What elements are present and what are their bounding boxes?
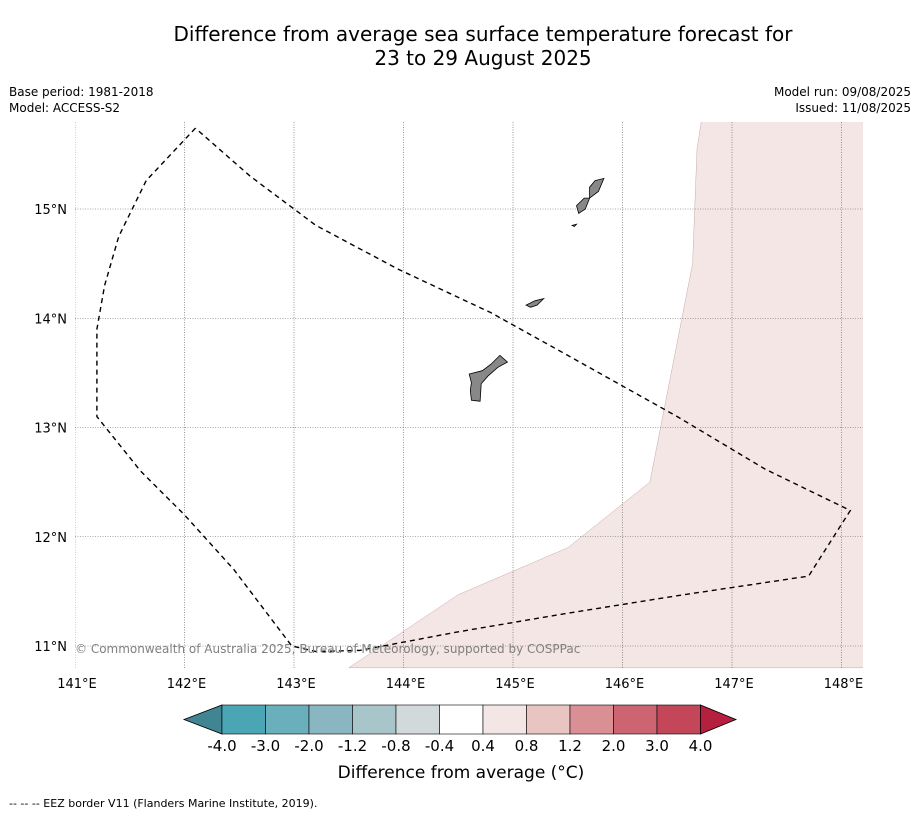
colorbar-tick-label: -1.2 <box>338 737 367 755</box>
copyright-notice: © Commonwealth of Australia 2025, Bureau… <box>75 642 580 656</box>
colorbar-segment <box>265 704 310 735</box>
lon-tick-label: 145°E <box>495 677 535 692</box>
colorbar-tick-label: 3.0 <box>645 737 669 755</box>
lon-tick-label: 143°E <box>276 677 316 692</box>
colorbar-segment <box>613 704 658 735</box>
colorbar-segment <box>569 704 614 735</box>
lon-tick-label: 142°E <box>167 677 207 692</box>
colorbar-segment <box>482 704 527 735</box>
colorbar-segment <box>221 704 266 735</box>
lat-tick-label: 13°N <box>34 422 67 437</box>
title-line-1: Difference from average sea surface temp… <box>173 22 793 46</box>
title-line-2: 23 to 29 August 2025 <box>374 46 592 70</box>
colorbar-tick-label: 4.0 <box>689 737 713 755</box>
colorbar <box>182 704 738 735</box>
colorbar-tick-label: -3.0 <box>251 737 280 755</box>
issued-date: Issued: 11/08/2025 <box>795 101 911 115</box>
island-tinian <box>576 197 591 215</box>
colorbar-segment <box>656 704 701 735</box>
lon-tick-label: 144°E <box>386 677 426 692</box>
lon-tick-label: 146°E <box>605 677 645 692</box>
colorbar-segment <box>439 704 484 735</box>
colorbar-tick-labels: -4.0 -3.0 -2.0 -1.2 -0.8 -0.4 0.4 0.8 1.2 2.0 3.0 4… <box>207 737 712 755</box>
colorbar-title: Difference from average (°C) <box>337 763 585 783</box>
colorbar-segment <box>526 704 571 735</box>
meta-left: Base period: 1981-2018 Model: ACCESS-S2 <box>9 84 154 116</box>
lat-tick-label: 11°N <box>34 640 67 655</box>
island-rota <box>525 297 546 308</box>
colorbar-segment <box>395 704 440 735</box>
colorbar-tick-label: 0.4 <box>471 737 495 755</box>
lat-tick-label: 12°N <box>34 531 67 546</box>
colorbar-tick-label: -4.0 <box>207 737 236 755</box>
anomaly-zone-0-4-to-0-8 <box>347 122 863 669</box>
model-run: Model run: 09/08/2025 <box>773 85 911 99</box>
lat-tick-label: 14°N <box>34 312 67 327</box>
lat-tick-label: 15°N <box>34 203 67 218</box>
colorbar-extend-under <box>182 704 223 735</box>
colorbar-tick-label: -2.0 <box>294 737 323 755</box>
gridlines <box>75 122 863 669</box>
model-name: Model: ACCESS-S2 <box>9 101 121 115</box>
eez-border <box>96 127 852 653</box>
colorbar-tick-label: 1.2 <box>558 737 582 755</box>
colorbar-segment <box>308 704 353 735</box>
longitude-labels: 141°E 142°E 143°E 144°E 145°E 146°E 147°E 148°E <box>57 677 863 692</box>
island-saipan <box>589 177 605 199</box>
islands <box>468 177 605 402</box>
colorbar-extend-over <box>700 704 738 735</box>
colorbar-tick-label: 2.0 <box>602 737 626 755</box>
island-aguijan <box>570 223 578 227</box>
island-guam <box>468 354 509 402</box>
colorbar-tick-label: 0.8 <box>515 737 539 755</box>
lon-tick-label: 148°E <box>824 677 864 692</box>
lon-tick-label: 147°E <box>714 677 754 692</box>
chart-title: Difference from average sea surface temp… <box>0 22 919 70</box>
colorbar-tick-label: -0.8 <box>381 737 410 755</box>
meta-right: Model run: 09/08/2025 Issued: 11/08/2025 <box>774 84 911 116</box>
base-period: Base period: 1981-2018 <box>9 85 154 99</box>
colorbar-segment <box>352 704 397 735</box>
latitude-labels: 11°N 12°N 13°N 14°N 15°N <box>34 203 67 655</box>
colorbar-tick-label: -0.4 <box>425 737 454 755</box>
eez-legend-footnote: -- -- -- EEZ border V11 (Flanders Marine… <box>9 797 318 810</box>
lon-tick-label: 141°E <box>57 677 97 692</box>
